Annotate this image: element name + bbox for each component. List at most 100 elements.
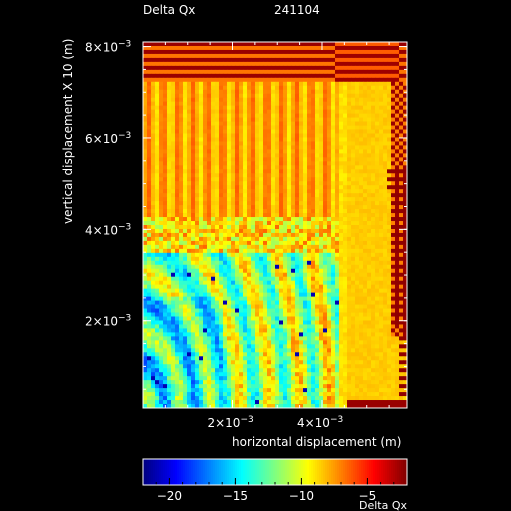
heatmap-cell	[315, 296, 320, 301]
heatmap-cell	[315, 193, 320, 198]
heatmap-cell	[283, 240, 288, 246]
heatmap-cell	[319, 189, 324, 194]
heatmap-cell	[191, 284, 196, 290]
heatmap-cell	[219, 205, 224, 210]
heatmap-cell	[299, 53, 304, 59]
heatmap-cell	[299, 205, 304, 210]
heatmap-cell	[379, 272, 384, 278]
heatmap-cell	[231, 189, 236, 194]
heatmap-cell	[155, 189, 160, 194]
heatmap-cell	[191, 181, 196, 186]
heatmap-cell	[339, 268, 344, 274]
heatmap-cell	[203, 328, 208, 333]
heatmap-cell	[347, 232, 352, 238]
heatmap-cell	[227, 225, 232, 230]
heatmap-cell	[235, 320, 240, 325]
heatmap-cell	[395, 121, 400, 126]
heatmap-cell	[207, 169, 212, 174]
heatmap-cell	[179, 256, 184, 262]
heatmap-cell	[379, 292, 384, 298]
heatmap-cell	[287, 304, 292, 309]
heatmap-cell	[303, 336, 308, 341]
heatmap-cell	[307, 65, 312, 71]
heatmap-cell	[403, 49, 408, 55]
heatmap-cell	[283, 189, 288, 194]
heatmap-cell	[159, 296, 164, 301]
heatmap-cell	[391, 153, 396, 158]
heatmap-cell	[367, 49, 372, 55]
heatmap-cell	[259, 141, 264, 146]
heatmap-cell	[291, 240, 296, 246]
heatmap-cell	[347, 121, 352, 126]
heatmap-cell	[371, 225, 376, 230]
heatmap-cell	[143, 177, 148, 182]
heatmap-cell	[251, 113, 256, 118]
heatmap-cell	[155, 280, 160, 286]
heatmap-cell	[151, 161, 156, 166]
heatmap-cell	[275, 288, 280, 294]
heatmap-cell	[375, 225, 380, 230]
heatmap-cell	[359, 316, 364, 321]
heatmap-cell	[391, 77, 396, 83]
heatmap-cell	[271, 197, 276, 202]
heatmap-cell	[355, 181, 360, 186]
heatmap-cell	[259, 336, 264, 341]
heatmap-cell	[331, 328, 336, 333]
heatmap-cell	[243, 284, 248, 290]
heatmap-cell	[319, 53, 324, 59]
heatmap-cell	[399, 117, 404, 122]
heatmap-cell	[367, 121, 372, 126]
heatmap-cell	[379, 69, 384, 75]
heatmap-cell	[279, 61, 284, 67]
heatmap-cell	[299, 73, 304, 79]
heatmap-cell	[143, 248, 148, 254]
heatmap-cell	[275, 149, 280, 154]
heatmap-cell	[399, 308, 404, 313]
heatmap-cell	[403, 69, 408, 75]
heatmap-cell	[171, 332, 176, 337]
heatmap-cell	[347, 240, 352, 246]
heatmap-cell	[287, 177, 292, 182]
heatmap-cell	[319, 244, 324, 250]
heatmap-cell	[187, 181, 192, 186]
heatmap-cell	[195, 133, 200, 138]
heatmap-cell	[215, 228, 220, 234]
heatmap-cell	[179, 181, 184, 186]
heatmap-cell	[195, 61, 200, 67]
heatmap-cell	[219, 137, 224, 142]
heatmap-cell	[363, 73, 368, 79]
heatmap-cell	[251, 61, 256, 67]
heatmap-cell	[315, 320, 320, 325]
heatmap-cell	[211, 69, 216, 75]
heatmap-cell	[143, 169, 148, 174]
heatmap-cell	[227, 149, 232, 154]
heatmap-cell	[375, 328, 380, 333]
heatmap-cell	[395, 153, 400, 158]
heatmap-cell	[315, 288, 320, 294]
heatmap-cell	[347, 105, 352, 111]
heatmap-cell	[287, 205, 292, 210]
heatmap-cell	[267, 336, 272, 341]
heatmap-cell	[231, 240, 236, 246]
heatmap-cell	[283, 97, 288, 103]
heatmap-cell	[219, 109, 224, 115]
heatmap-cell	[307, 205, 312, 210]
heatmap-cell	[319, 133, 324, 138]
heatmap-cell	[335, 153, 340, 158]
heatmap-cell	[255, 236, 260, 242]
heatmap-cell	[147, 157, 152, 162]
heatmap-cell	[323, 81, 328, 87]
heatmap-cell	[215, 272, 220, 278]
heatmap-cell	[287, 328, 292, 333]
heatmap-cell	[255, 173, 260, 178]
heatmap-cell	[403, 101, 408, 107]
heatmap-cell	[327, 221, 332, 226]
heatmap-cell	[355, 240, 360, 246]
heatmap-cell	[395, 268, 400, 274]
heatmap-cell	[251, 169, 256, 174]
heatmap-cell	[267, 97, 272, 103]
heatmap-cell	[375, 260, 380, 266]
heatmap-cell	[267, 137, 272, 142]
heatmap-cell	[295, 308, 300, 313]
heatmap-cell	[215, 149, 220, 154]
